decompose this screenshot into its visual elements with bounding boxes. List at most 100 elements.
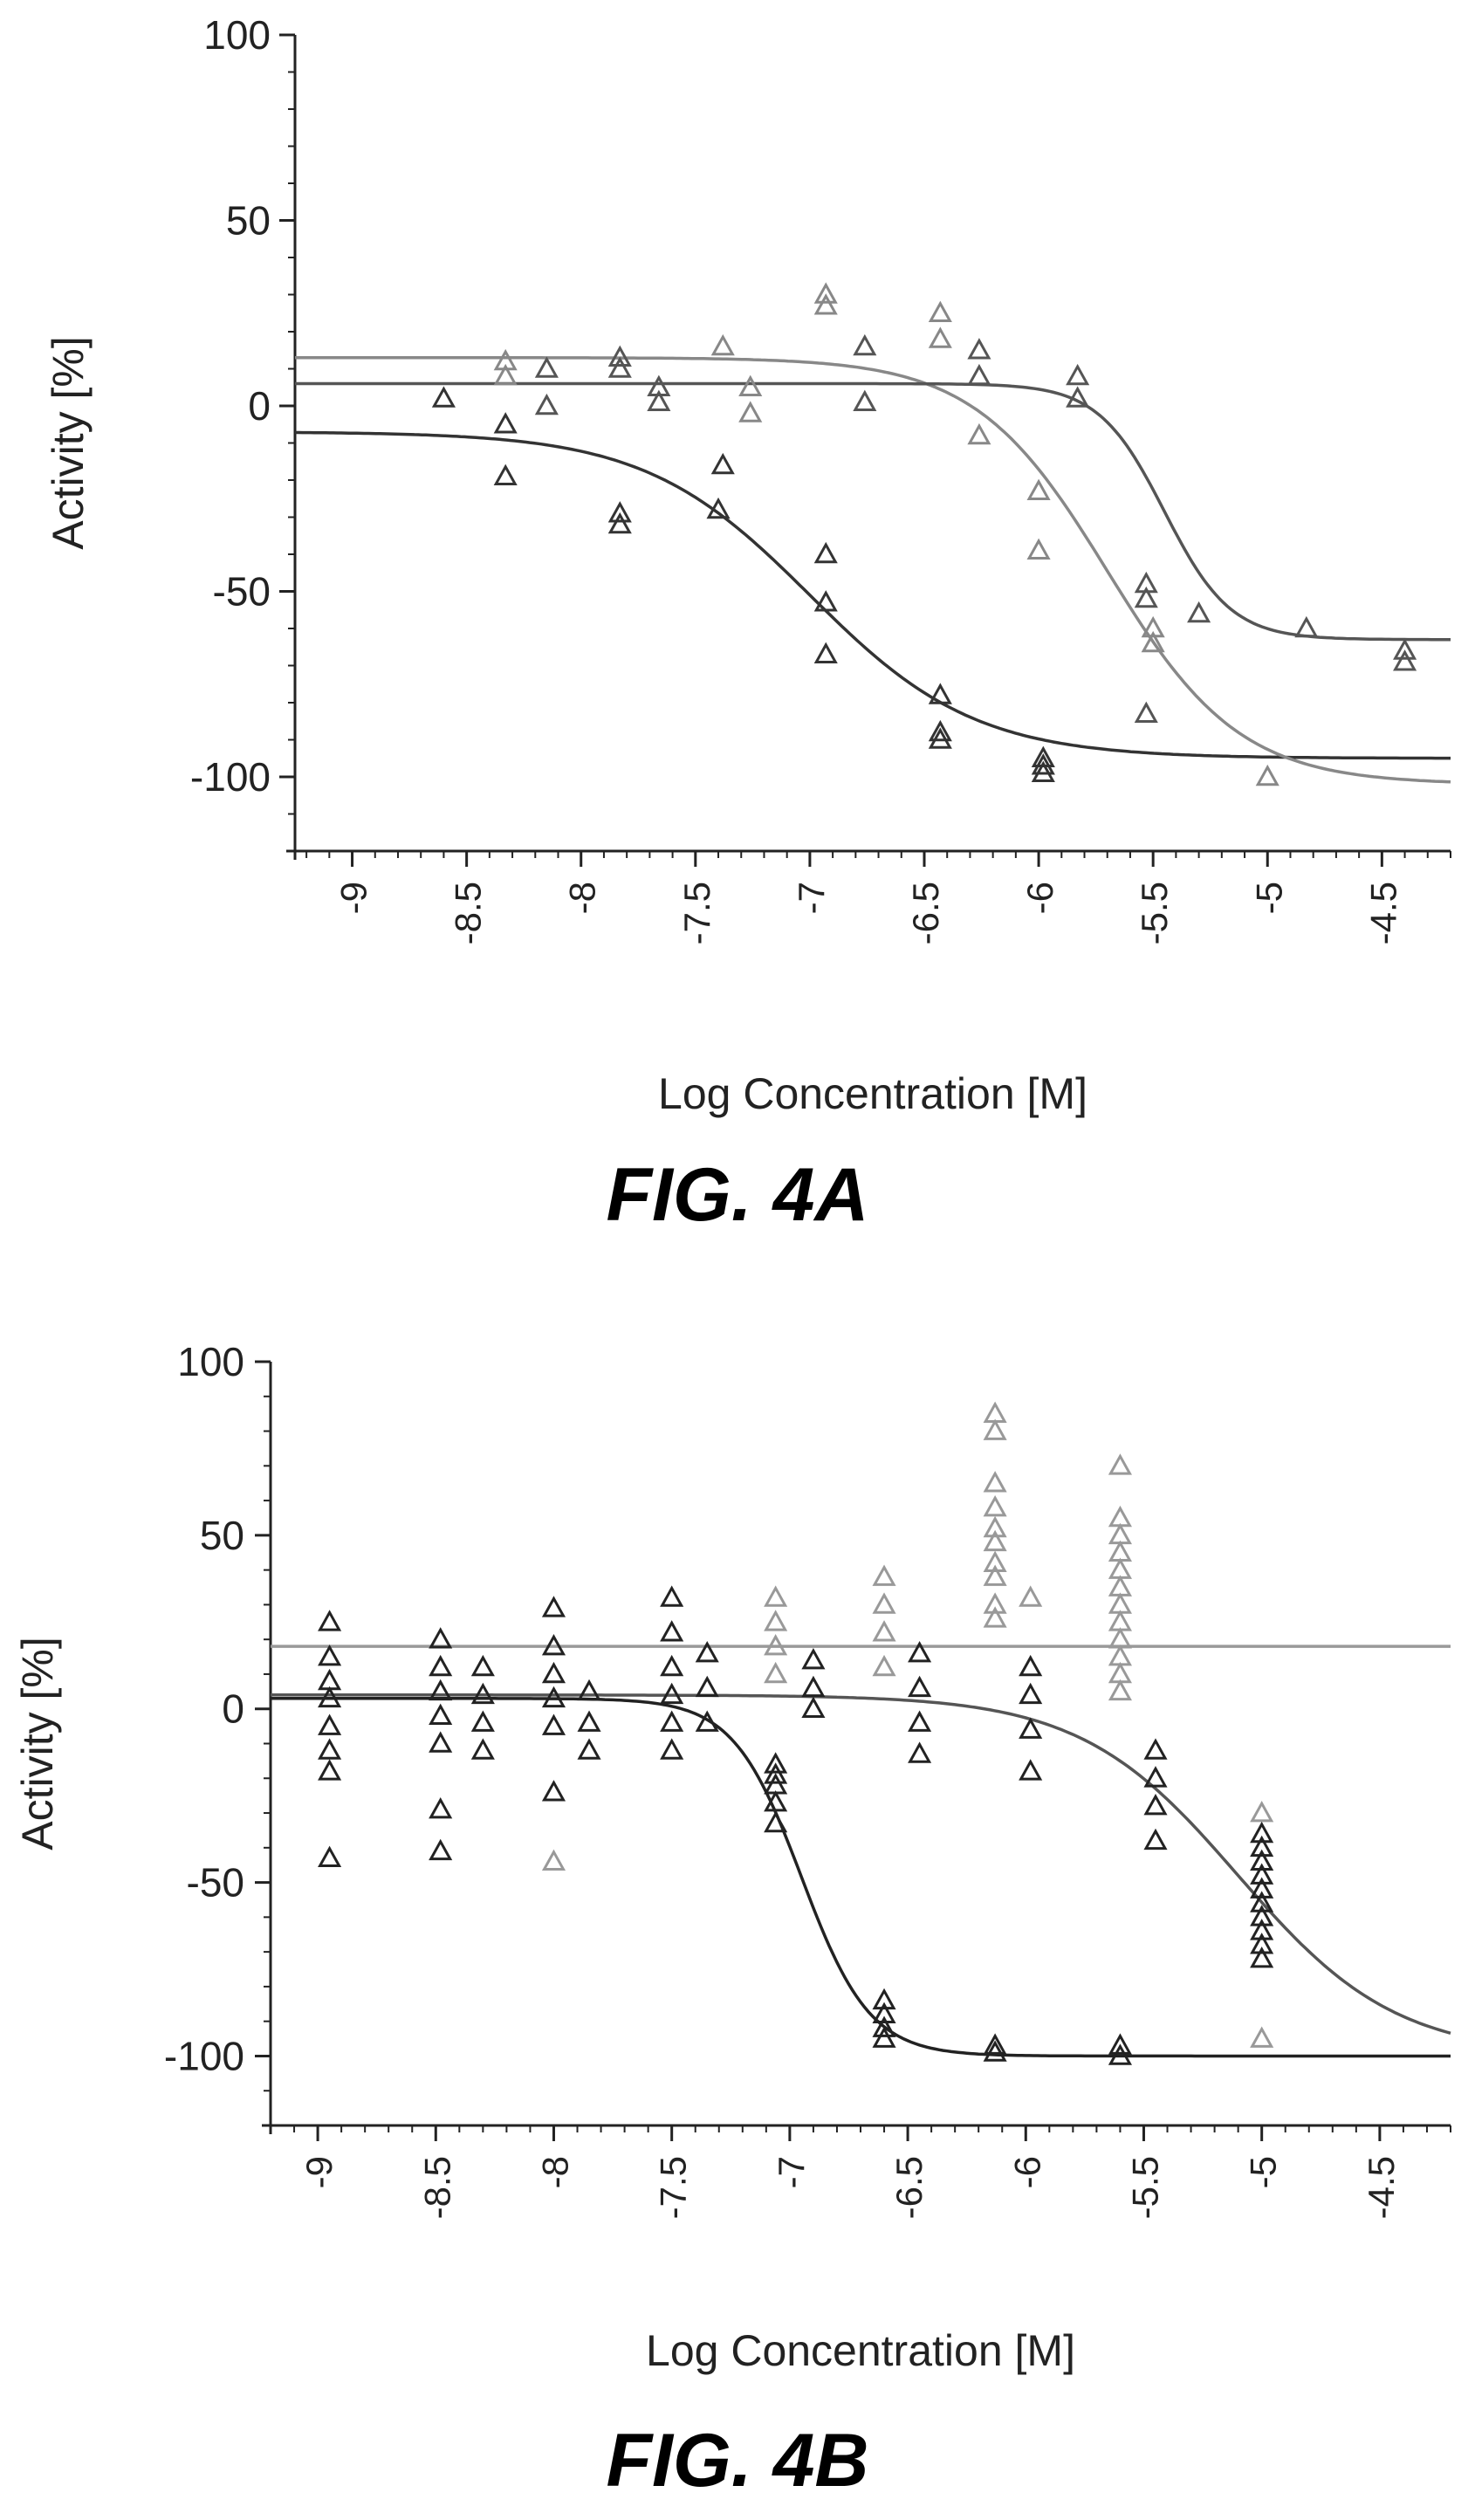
data-point-series-3: [647, 389, 671, 412]
data-point-series-2: [1250, 1947, 1274, 1968]
data-point-series-2: [318, 1610, 342, 1631]
data-point-series-2: [493, 363, 518, 386]
y-tick-label: 50: [226, 198, 271, 244]
data-point-series-2: [801, 1696, 826, 1719]
data-point-series-1: [928, 727, 952, 749]
data-point-series-2: [1250, 1905, 1274, 1926]
data-point-series-2: [429, 1796, 453, 1819]
data-point-series-2: [983, 2040, 1007, 2062]
data-point-series-2: [908, 1641, 932, 1663]
figure-label-4b: FIG. 4B: [606, 2419, 869, 2503]
data-point-series-2: [318, 1686, 342, 1708]
data-point-series-2: [318, 1738, 342, 1760]
data-point-series-2: [577, 1710, 601, 1732]
data-point-series-3: [1187, 601, 1211, 623]
y-tick-label: 0: [248, 383, 271, 429]
data-point-series-2: [1019, 1759, 1043, 1781]
data-point-series-2: [1026, 478, 1051, 501]
data-point-series-2: [541, 1780, 566, 1802]
data-point-series-2: [813, 282, 838, 304]
data-point-series-2: [1250, 1933, 1274, 1954]
y-tick-label: -50: [187, 1860, 244, 1905]
y-axis-label: Activity [%]: [44, 336, 93, 549]
x-tick-label: -8.5: [448, 882, 489, 944]
data-point-series-1: [1250, 1800, 1274, 1823]
data-point-series-3: [607, 356, 632, 378]
data-point-series-2: [908, 1741, 932, 1763]
data-point-series-2: [429, 1654, 453, 1677]
data-point-series-3: [607, 345, 632, 367]
data-point-series-3: [1134, 701, 1158, 724]
data-point-series-2: [1108, 2043, 1132, 2065]
data-point-series-2: [1143, 1766, 1168, 1788]
data-point-series-3: [1294, 615, 1319, 638]
data-point-series-3: [967, 338, 991, 360]
figure-label-4a: FIG. 4A: [606, 1153, 869, 1237]
data-point-series-1: [431, 386, 456, 408]
data-point-series-2: [764, 1810, 788, 1833]
x-axis-label: Log Concentration [M]: [658, 1069, 1087, 1118]
x-tick-label: -5.5: [1134, 882, 1175, 944]
data-point-series-1: [1108, 1453, 1132, 1475]
x-tick-label: -8: [562, 882, 603, 914]
data-point-series-2: [429, 1703, 453, 1725]
data-point-series-2: [908, 1675, 932, 1698]
data-point-series-1: [983, 1564, 1007, 1586]
data-point-series-1: [983, 1418, 1007, 1440]
data-point-series-1: [813, 642, 838, 664]
data-point-series-1: [983, 1471, 1007, 1493]
data-point-series-2: [1143, 1794, 1168, 1816]
x-axis-label: Log Concentration [M]: [646, 2326, 1075, 2375]
data-point-series-2: [660, 1738, 684, 1760]
data-point-series-1: [872, 1592, 896, 1614]
data-point-series-2: [660, 1710, 684, 1732]
data-point-series-3: [534, 393, 559, 415]
chart-4a: 100 50 0 -50 -100 -9 -8.5 -8 -7.5 -7 -6.5 -6 -5.5 -5 -…: [44, 12, 1451, 1118]
x-tick-label: -7: [771, 2156, 812, 2188]
y-tick-label: -50: [213, 569, 271, 615]
data-point-series-2: [872, 2015, 896, 2037]
data-point-series-1: [1250, 2026, 1274, 2048]
x-tick-label: -6.5: [905, 882, 946, 944]
data-point-series-2: [541, 1596, 566, 1617]
y-tick-label: 100: [203, 12, 271, 58]
data-point-series-3: [967, 363, 991, 386]
y-tick-label: -100: [190, 754, 271, 800]
data-point-series-1: [1019, 1585, 1043, 1607]
data-point-series-1: [872, 1654, 896, 1677]
data-point-series-2: [660, 1682, 684, 1705]
x-tick-label: -6: [1019, 882, 1060, 914]
data-point-series-1: [1108, 1679, 1132, 1701]
data-point-series-2: [660, 1654, 684, 1677]
data-point-series-1: [928, 683, 952, 704]
data-point-series-1: [764, 1610, 788, 1631]
data-point-series-2: [318, 1713, 342, 1735]
data-point-series-2: [541, 1661, 566, 1684]
data-point-series-1: [983, 1606, 1007, 1628]
data-point-series-2: [801, 1675, 826, 1698]
data-point-series-2: [872, 2002, 896, 2024]
data-point-series-1: [983, 1592, 1007, 1614]
data-point-series-2: [983, 2033, 1007, 2055]
data-point-series-2: [801, 1647, 826, 1670]
data-point-series-3: [1066, 363, 1090, 386]
data-point-series-1: [764, 1634, 788, 1656]
x-tick-label: -4.5: [1362, 882, 1403, 944]
x-tick-label: -7: [791, 882, 832, 914]
data-point-series-2: [429, 1679, 453, 1701]
y-tick-label: -100: [164, 2033, 244, 2078]
data-point-series-1: [706, 497, 731, 519]
data-point-series-2: [1019, 1654, 1043, 1677]
x-tick-label: -7.5: [676, 882, 717, 944]
data-point-series-2: [541, 1686, 566, 1708]
y-tick-label: 100: [177, 1339, 244, 1384]
fit-curve-3: [295, 381, 1451, 642]
data-point-series-2: [813, 293, 838, 315]
data-point-series-2: [541, 1634, 566, 1656]
data-point-series-3: [1066, 386, 1090, 408]
data-point-series-2: [710, 333, 735, 356]
data-point-series-2: [1108, 2033, 1132, 2055]
data-point-series-2: [429, 1627, 453, 1649]
data-point-series-3: [1134, 586, 1158, 608]
data-point-series-2: [1143, 1828, 1168, 1851]
